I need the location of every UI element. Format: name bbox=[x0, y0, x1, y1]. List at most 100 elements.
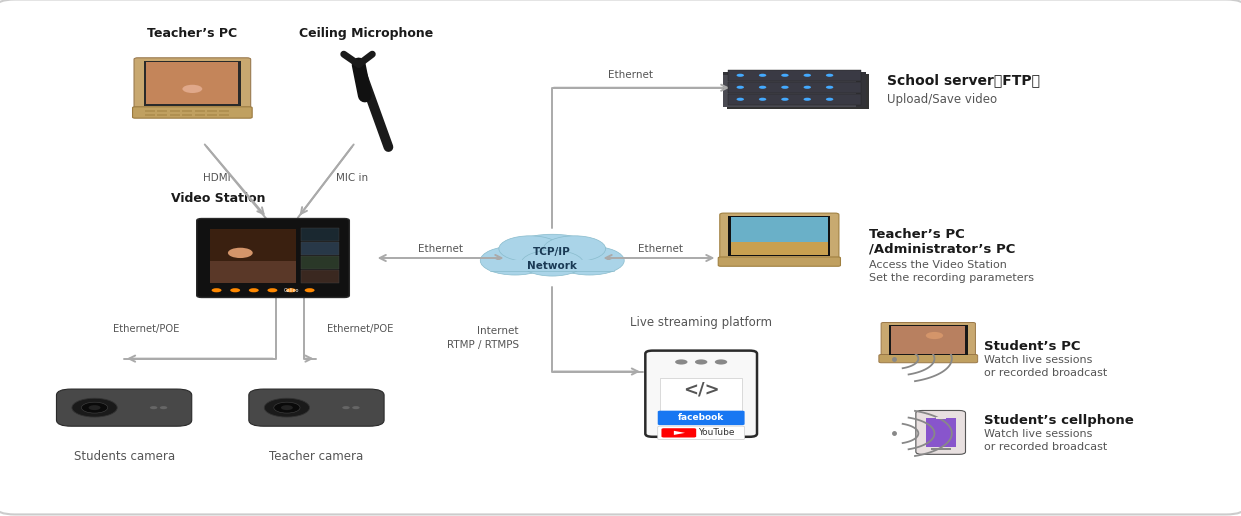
Circle shape bbox=[827, 86, 833, 89]
Text: Ceiling Microphone: Ceiling Microphone bbox=[299, 27, 433, 40]
Circle shape bbox=[782, 98, 789, 101]
Bar bbox=[891, 326, 965, 354]
FancyBboxPatch shape bbox=[719, 257, 840, 266]
Circle shape bbox=[737, 86, 745, 89]
Bar bbox=[302, 242, 340, 254]
Circle shape bbox=[759, 86, 766, 89]
Text: TCP/IP
Network: TCP/IP Network bbox=[527, 248, 577, 270]
Text: Video Station: Video Station bbox=[171, 192, 266, 205]
Bar bbox=[926, 418, 956, 446]
Bar bbox=[195, 114, 205, 116]
Bar bbox=[727, 74, 869, 109]
Circle shape bbox=[675, 359, 688, 365]
Text: Teacher’s PC: Teacher’s PC bbox=[148, 27, 237, 40]
Circle shape bbox=[160, 406, 168, 409]
Circle shape bbox=[555, 246, 624, 275]
Bar bbox=[727, 70, 860, 81]
Bar bbox=[727, 82, 860, 93]
Circle shape bbox=[264, 398, 309, 417]
Circle shape bbox=[505, 234, 599, 273]
Bar bbox=[158, 114, 168, 116]
FancyBboxPatch shape bbox=[661, 428, 696, 438]
Circle shape bbox=[182, 85, 202, 93]
Text: HDMI: HDMI bbox=[204, 173, 231, 183]
Text: YouTube: YouTube bbox=[697, 428, 735, 438]
Text: Student’s PC: Student’s PC bbox=[984, 340, 1081, 353]
Bar bbox=[145, 110, 155, 112]
Circle shape bbox=[280, 405, 293, 410]
Circle shape bbox=[737, 98, 745, 101]
Circle shape bbox=[228, 248, 253, 258]
Circle shape bbox=[737, 74, 745, 77]
Bar bbox=[731, 242, 828, 255]
Bar bbox=[722, 72, 866, 75]
Bar bbox=[302, 256, 340, 268]
Bar bbox=[207, 110, 217, 112]
FancyBboxPatch shape bbox=[196, 219, 349, 297]
Text: Ethernet: Ethernet bbox=[418, 244, 463, 254]
Circle shape bbox=[926, 332, 943, 339]
Circle shape bbox=[804, 86, 812, 89]
Bar bbox=[856, 72, 865, 107]
FancyBboxPatch shape bbox=[916, 411, 965, 455]
Bar bbox=[889, 325, 968, 355]
Circle shape bbox=[274, 402, 300, 413]
Circle shape bbox=[480, 246, 550, 275]
FancyBboxPatch shape bbox=[658, 411, 745, 425]
Circle shape bbox=[305, 288, 315, 292]
Text: Live streaming platform: Live streaming platform bbox=[630, 316, 772, 329]
Circle shape bbox=[150, 406, 158, 409]
Circle shape bbox=[695, 359, 707, 365]
Bar bbox=[145, 114, 155, 116]
Text: Watch live sessions: Watch live sessions bbox=[984, 429, 1092, 440]
Bar bbox=[490, 260, 614, 271]
Text: or recorded broadcast: or recorded broadcast bbox=[984, 367, 1107, 378]
Text: Galleo: Galleo bbox=[284, 288, 299, 293]
Bar bbox=[158, 110, 168, 112]
Text: Teacher camera: Teacher camera bbox=[269, 450, 364, 463]
Text: facebook: facebook bbox=[678, 413, 725, 423]
Polygon shape bbox=[674, 431, 685, 435]
Text: Teacher’s PC: Teacher’s PC bbox=[869, 228, 964, 241]
Circle shape bbox=[804, 98, 812, 101]
Circle shape bbox=[499, 236, 561, 262]
Text: MIC in: MIC in bbox=[336, 173, 369, 183]
Circle shape bbox=[804, 74, 812, 77]
Bar bbox=[302, 228, 340, 240]
Circle shape bbox=[521, 250, 583, 276]
Text: Watch live sessions: Watch live sessions bbox=[984, 355, 1092, 365]
FancyBboxPatch shape bbox=[645, 351, 757, 437]
Circle shape bbox=[782, 86, 789, 89]
Text: /Administrator’s PC: /Administrator’s PC bbox=[869, 242, 1015, 255]
Circle shape bbox=[88, 405, 101, 410]
Circle shape bbox=[82, 402, 108, 413]
Bar bbox=[146, 62, 238, 104]
Bar bbox=[936, 417, 946, 419]
Text: Student’s cellphone: Student’s cellphone bbox=[984, 414, 1134, 427]
Bar bbox=[728, 216, 830, 256]
Text: Students camera: Students camera bbox=[73, 450, 175, 463]
Text: </>: </> bbox=[683, 381, 720, 399]
Circle shape bbox=[211, 288, 222, 292]
Bar bbox=[302, 270, 340, 283]
Text: Ethernet: Ethernet bbox=[638, 244, 683, 254]
FancyBboxPatch shape bbox=[57, 389, 192, 426]
Bar bbox=[170, 114, 180, 116]
Circle shape bbox=[715, 359, 727, 365]
FancyBboxPatch shape bbox=[133, 107, 252, 118]
Bar bbox=[195, 110, 205, 112]
Circle shape bbox=[782, 74, 789, 77]
Bar bbox=[182, 110, 192, 112]
Circle shape bbox=[759, 74, 766, 77]
Circle shape bbox=[827, 98, 833, 101]
Text: or recorded broadcast: or recorded broadcast bbox=[984, 442, 1107, 452]
Bar bbox=[220, 114, 230, 116]
Circle shape bbox=[248, 288, 259, 292]
Bar bbox=[144, 61, 241, 106]
FancyBboxPatch shape bbox=[248, 389, 385, 426]
Bar bbox=[170, 110, 180, 112]
FancyBboxPatch shape bbox=[134, 58, 251, 110]
Text: Set the recording parameters: Set the recording parameters bbox=[869, 272, 1034, 283]
Text: School server（FTP）: School server（FTP） bbox=[887, 73, 1040, 87]
Bar bbox=[182, 114, 192, 116]
